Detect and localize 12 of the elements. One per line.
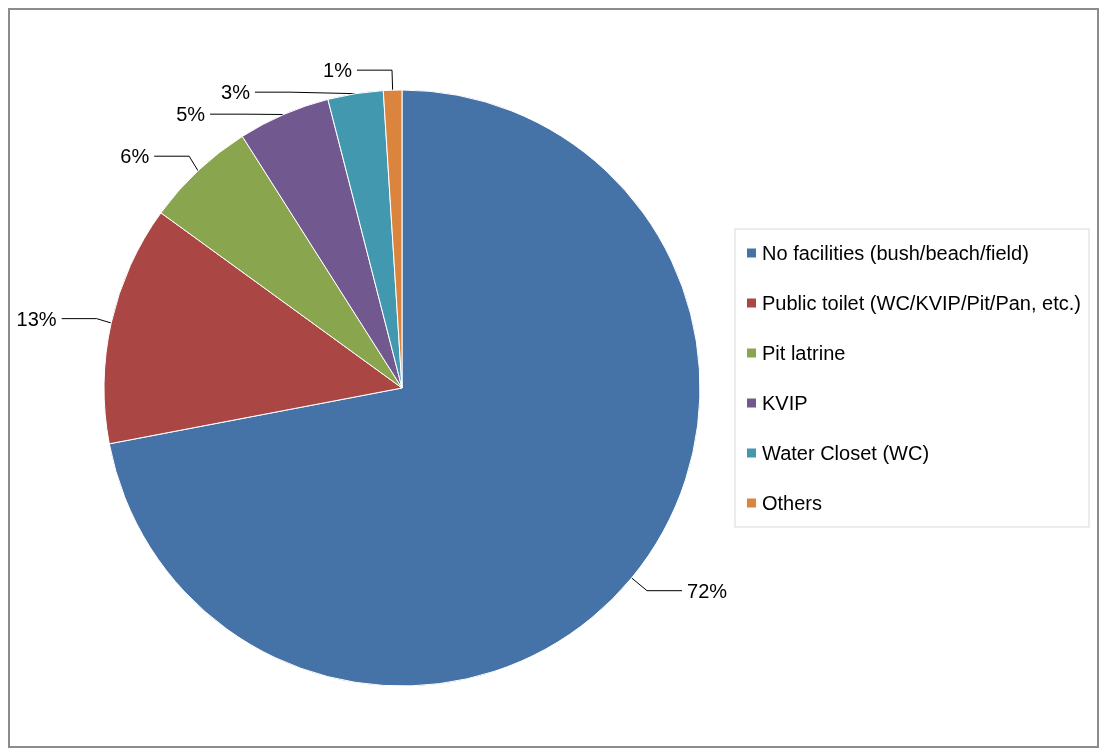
data-label: 3%: [221, 81, 251, 104]
data-label: 72%: [687, 579, 728, 602]
legend-label: Pit latrine: [762, 342, 846, 364]
data-label: 13%: [16, 307, 57, 330]
legend-label: Water Closet (WC): [762, 442, 930, 464]
legend-label: Public toilet (WC/KVIP/Pit/Pan, etc.): [762, 292, 1082, 314]
legend-label: No facilities (bush/beach/field): [762, 242, 1029, 264]
legend-label: Others: [762, 492, 823, 514]
data-label: 1%: [323, 59, 353, 82]
data-label: 5%: [176, 103, 206, 126]
data-label: 6%: [120, 145, 150, 168]
legend-label: KVIP: [762, 392, 808, 414]
